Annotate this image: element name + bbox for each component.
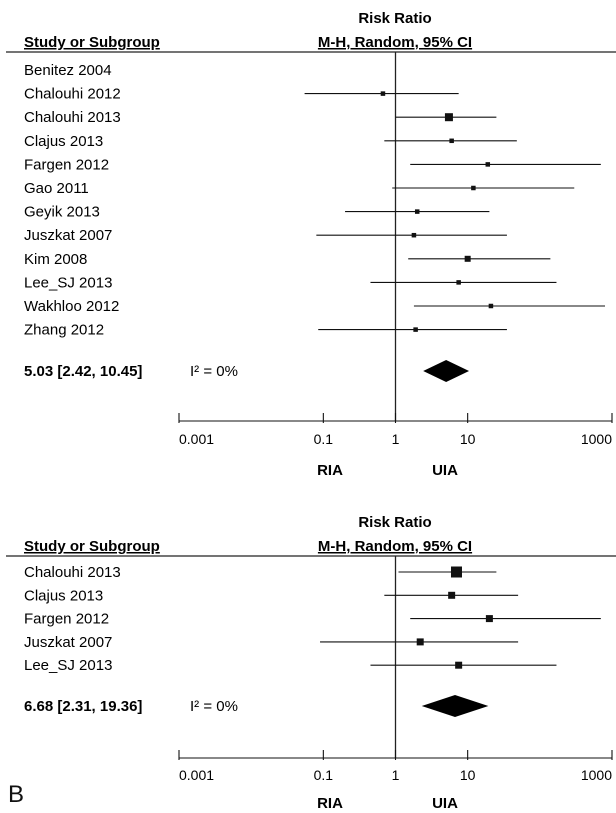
panel2-study-label: Juszkat 2007	[24, 634, 112, 651]
panel1-study-point-marker	[411, 232, 417, 238]
panel1-favours-right-label: UIA	[432, 462, 458, 479]
panel1-study-label: Benitez 2004	[24, 62, 112, 79]
panel1-study-point-marker	[413, 327, 418, 332]
panel1-study-label: Juszkat 2007	[24, 227, 112, 244]
panel2-x-tick-label: 1	[392, 767, 400, 783]
panel2-study-point-marker	[448, 591, 456, 599]
panel1-pooled-diamond	[423, 360, 470, 382]
panel1-study-label: Geyik 2013	[24, 204, 100, 221]
panel2-x-tick-label: 10	[460, 767, 476, 783]
panel-label: B	[8, 781, 25, 808]
panel1-x-tick-label: 0.001	[179, 431, 214, 447]
panel1-x-tick-label: 1000	[581, 431, 612, 447]
panel2-effect-header-2: M-H, Random, 95% CI	[318, 538, 472, 555]
panel1-study-label: Clajus 2013	[24, 133, 103, 150]
panel2-x-tick-label: 0.1	[314, 767, 334, 783]
panel2-study-label: Clajus 2013	[24, 587, 103, 604]
panel1-study-label: Kim 2008	[24, 251, 87, 268]
panel1-study-point-marker	[464, 255, 471, 262]
panel2-study-header: Study or Subgroup	[24, 538, 160, 555]
panel2-study-point-marker	[450, 566, 462, 578]
panel1-study-point-marker	[471, 185, 476, 191]
panel1-study-point-marker	[488, 303, 494, 309]
panel1-study-label: Wakhloo 2012	[24, 298, 119, 315]
panel2-x-tick-label: 1000	[581, 767, 612, 783]
panel1-study-label: Chalouhi 2013	[24, 109, 121, 126]
panel1-study-point-marker	[444, 113, 453, 122]
panel1-study-point-marker	[456, 280, 461, 285]
panel2-effect-header-1: Risk Ratio	[358, 514, 431, 531]
panel2-study-label: Chalouhi 2013	[24, 564, 121, 581]
panel1-study-label: Gao 2011	[24, 180, 89, 197]
panel1-x-tick-label: 10	[460, 431, 476, 447]
panel1-study-header: Study or Subgroup	[24, 34, 160, 51]
panel2-pooled-diamond	[421, 695, 489, 717]
panel1-study-label: Lee_SJ 2013	[24, 274, 112, 291]
panel1-study-point-marker	[414, 209, 420, 214]
panel1-x-tick-label: 0.1	[314, 431, 334, 447]
panel2-heterogeneity-label: I² = 0%	[190, 698, 238, 715]
panel1-x-tick-label: 1	[392, 431, 400, 447]
panel2-study-point-marker	[485, 615, 493, 623]
panel2-study-point-marker	[455, 661, 463, 669]
panel2-pooled-estimate-label: 6.68 [2.31, 19.36]	[24, 698, 142, 715]
panel1-study-label: Zhang 2012	[24, 322, 104, 339]
panel2-x-tick-label: 0.001	[179, 767, 214, 783]
panel1-pooled-estimate-label: 5.03 [2.42, 10.45]	[24, 363, 142, 380]
panel2-favours-left-label: RIA	[317, 795, 343, 812]
panel1-heterogeneity-label: I² = 0%	[190, 363, 238, 380]
panel1-study-point-marker	[380, 91, 386, 96]
panel1-study-point-marker	[449, 138, 454, 144]
panel1-effect-header-2: M-H, Random, 95% CI	[318, 34, 472, 51]
panel1-study-point-marker	[485, 162, 491, 167]
panel2-study-label: Lee_SJ 2013	[24, 657, 112, 674]
panel1-effect-header-1: Risk Ratio	[358, 10, 431, 27]
panel2-favours-right-label: UIA	[432, 795, 458, 812]
panel2-study-label: Fargen 2012	[24, 611, 109, 628]
panel2-study-point-marker	[416, 638, 424, 646]
panel1-favours-left-label: RIA	[317, 462, 343, 479]
panel1-study-label: Fargen 2012	[24, 156, 109, 173]
panel1-study-label: Chalouhi 2012	[24, 86, 121, 103]
